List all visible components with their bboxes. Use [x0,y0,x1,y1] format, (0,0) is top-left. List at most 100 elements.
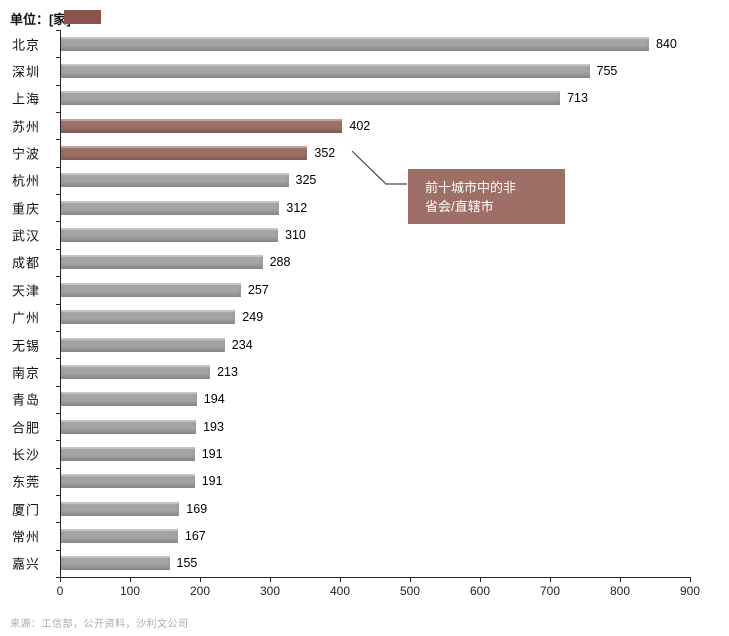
y-tick-mark [56,112,60,114]
bar-row: 成都 288 [0,249,729,276]
bar [61,501,180,516]
y-tick-mark [56,358,60,360]
category-label: 天津 [12,283,41,299]
y-tick-mark [56,303,60,305]
x-tick-label: 600 [469,584,491,598]
x-tick-label: 300 [259,584,281,598]
bar [61,228,278,243]
value-label: 193 [203,419,224,434]
bar [61,392,197,407]
bar-row: 宁波 352 [0,139,729,166]
y-tick-mark [56,577,60,578]
x-tick-label: 100 [119,584,141,598]
value-label: 194 [203,392,225,407]
category-label: 长沙 [12,447,41,463]
bar-row: 天津 257 [0,276,729,303]
category-label: 厦门 [12,502,41,518]
x-tick-label: 200 [189,584,211,598]
x-tick-mark [690,578,691,582]
bar [61,282,241,297]
value-label: 840 [656,36,677,51]
bar-row: 上海 713 [0,85,729,112]
bar [61,474,195,489]
category-label: 嘉兴 [12,556,41,572]
highlight-legend-swatch [64,10,101,24]
x-tick-mark [200,578,201,582]
y-tick-mark [56,412,60,414]
value-label: 402 [349,118,371,133]
value-label: 312 [286,200,308,215]
bar-row: 南京 213 [0,358,729,385]
bar-row: 杭州 325 [0,167,729,194]
y-tick-mark [56,522,60,524]
category-label: 苏州 [12,119,41,135]
bar-row: 广州 249 [0,304,729,331]
bar [61,64,590,79]
bar-row: 嘉兴 155 [0,550,729,577]
y-tick-mark [56,166,60,168]
x-tick-label: 900 [679,584,701,598]
x-tick-mark [480,578,481,582]
x-tick-mark [270,578,271,582]
category-label: 东莞 [12,474,41,490]
value-label: 310 [285,228,306,243]
bar [61,364,211,379]
x-tick-label: 700 [539,584,561,598]
category-label: 北京 [12,37,41,53]
bar [61,528,178,543]
value-label: 288 [269,255,291,270]
category-label: 重庆 [12,201,41,217]
x-tick-mark [620,578,621,582]
x-tick-mark [410,578,411,582]
value-label: 249 [242,310,264,325]
annotation-line-1: 前十城市中的非 [425,180,517,195]
bar-row: 合肥 193 [0,413,729,440]
bar-row: 东莞 191 [0,468,729,495]
value-label: 213 [217,364,238,379]
x-tick-mark [340,578,341,582]
bar [61,255,263,270]
bar [61,310,236,325]
annotation-callout: 前十城市中的非 省会/直辖市 [408,169,565,224]
category-label: 上海 [12,91,41,107]
category-label: 青岛 [12,392,41,408]
y-axis-line [60,30,61,578]
value-label: 234 [231,337,253,352]
y-tick-mark [56,549,60,551]
value-label: 713 [567,91,588,106]
value-label: 169 [186,501,208,516]
bar [61,446,195,461]
category-label: 合肥 [12,420,41,436]
bar [61,419,197,434]
value-label: 167 [184,528,206,543]
category-label: 武汉 [12,228,41,244]
value-label: 257 [247,282,269,297]
value-label: 325 [295,173,317,188]
bar-row: 武汉 310 [0,221,729,248]
y-tick-mark [56,194,60,196]
y-tick-mark [56,330,60,332]
category-label: 广州 [12,310,41,326]
x-tick-label: 500 [399,584,421,598]
y-tick-mark [56,139,60,141]
bar-row: 深圳 755 [0,57,729,84]
value-label: 155 [176,556,198,571]
y-tick-mark [56,30,60,31]
x-tick-label: 0 [56,584,64,598]
bar-row: 苏州 402 [0,112,729,139]
value-label: 191 [201,474,223,489]
x-tick-mark [130,578,131,582]
y-tick-mark [56,221,60,223]
y-tick-mark [56,440,60,442]
bar-row: 重庆 312 [0,194,729,221]
value-label: 191 [201,446,223,461]
bar [61,36,649,51]
category-label: 常州 [12,529,41,545]
bar-row: 无锡 234 [0,331,729,358]
y-tick-mark [56,248,60,250]
bar [61,337,225,352]
bar [61,556,170,571]
x-tick-label: 400 [329,584,351,598]
x-tick-mark [60,578,61,582]
